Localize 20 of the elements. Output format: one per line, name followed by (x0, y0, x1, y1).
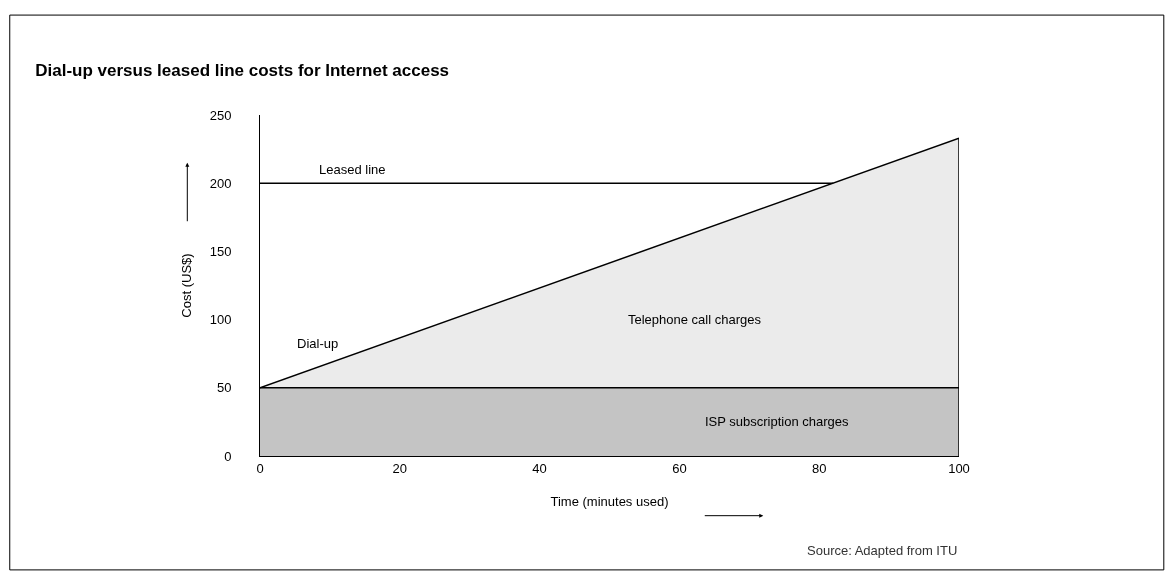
y-tick-label: 200 (209, 175, 232, 191)
series-label: Leased line (319, 162, 386, 177)
y-tick-label: 150 (209, 243, 232, 259)
x-tick-label: 60 (672, 460, 687, 476)
y-tick-label: 0 (224, 448, 232, 464)
x-tick-label: 20 (392, 460, 408, 476)
y-tick-label: 50 (216, 380, 232, 396)
x-tick-label: 100 (948, 460, 970, 476)
series-label: ISP subscription charges (705, 414, 850, 429)
x-tick-label: 80 (811, 460, 827, 476)
x-tick-label: 0 (256, 460, 264, 476)
y-axis-title: Cost (US$) (178, 253, 194, 318)
y-tick-label: 250 (209, 107, 232, 123)
chart-title: Dial-up versus leased line costs for Internet access (35, 60, 450, 80)
y-tick-label: 100 (209, 312, 232, 328)
x-tick-label: 40 (532, 460, 547, 476)
source-note: Source: Adapted from ITU (807, 543, 958, 558)
x-axis-title: Time (minutes used) (550, 494, 669, 510)
series-label: Dial-up (297, 336, 339, 351)
annotation: Telephone call charges (628, 312, 762, 327)
